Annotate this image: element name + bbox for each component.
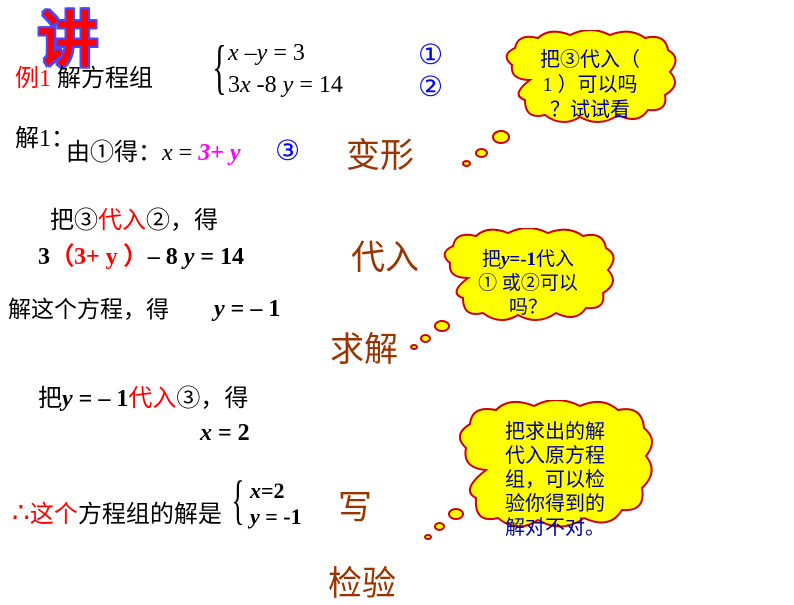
bubble-3-text: 把求出的解 代入原方程 组，可以检 验你得到的 解对不对。 [490, 420, 620, 540]
bubble-1-dot2 [475, 148, 488, 158]
final-text: ∴这个方程组的解是 [12, 494, 222, 530]
brace-left: { [212, 40, 226, 94]
step3-eq: y = – 1 [214, 296, 280, 323]
step-qiujie: 求解 [330, 322, 398, 371]
step4-eq: x = 2 [200, 420, 250, 447]
equation-1: x –y = 3 [228, 38, 305, 69]
brace-final: { [231, 476, 244, 525]
example-row: 例1 解方程组 [15, 58, 153, 93]
step-xie: 写 [338, 480, 372, 529]
step3-text: 解这个方程，得 [8, 290, 169, 324]
bubble-3-dot1 [448, 508, 464, 520]
step2-eq: 3（3+ y ）– 8 y = 14 [38, 236, 244, 271]
step-bianxing: 变形 [346, 128, 414, 177]
step-dairu: 代入 [351, 230, 419, 279]
step-jianyan: 检验 [328, 556, 396, 605]
bubble-3-dot2 [434, 522, 445, 531]
bubble-1-dot1 [492, 130, 510, 144]
final-x: x=2 [250, 478, 285, 504]
bubble-1-text: 把③代入（ 1 ）可以吗 ？试试看 [525, 48, 655, 123]
bubble-1-dot3 [462, 160, 471, 167]
final-y: y = -1 [250, 504, 302, 530]
example-label: 例1 [15, 66, 51, 92]
bubble-2-dot3 [410, 344, 418, 350]
circled-3: ③ [275, 134, 300, 168]
bubble-2-dot1 [434, 320, 450, 332]
step2-text: 把③代入②，得 [50, 200, 218, 235]
circled-1: ① [418, 38, 443, 72]
bubble-3-dot3 [424, 534, 432, 540]
bubble-2-text: 把y=-1代入 ① 或②可以 吗？ [462, 248, 594, 319]
example-text: 解方程组 [57, 66, 153, 92]
step1: 由①得：x = 3+ y [66, 132, 241, 167]
step4-text: 把y = – 1代入③，得 [38, 378, 248, 413]
bubble-2-dot2 [420, 334, 431, 343]
equation-2: 3x -8 y = 14 [228, 70, 343, 101]
circled-2: ② [418, 70, 443, 104]
